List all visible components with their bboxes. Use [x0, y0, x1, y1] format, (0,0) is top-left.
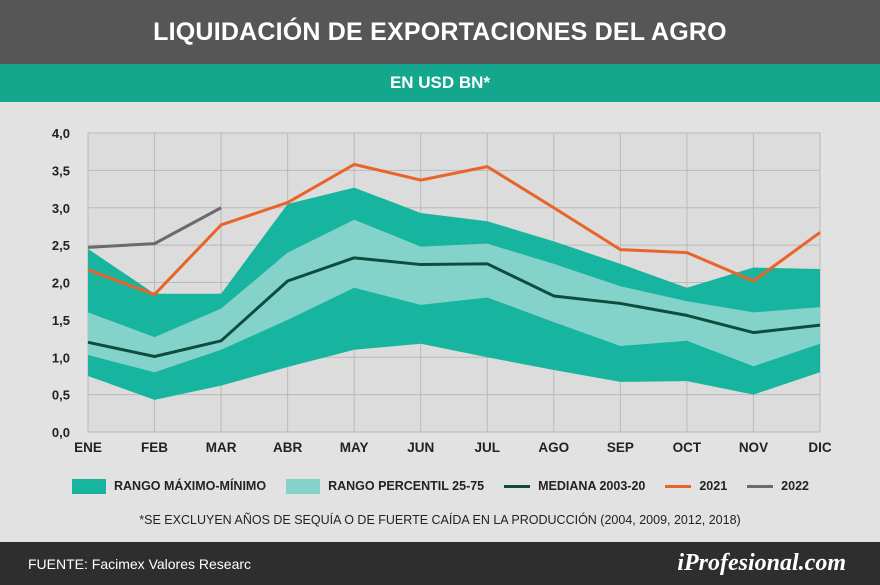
line-2021: [87, 162, 821, 296]
legend-swatch-2022: [747, 484, 774, 488]
y-tick-label: 1,0: [52, 350, 70, 365]
brand-logo: iProfesional.com: [677, 550, 846, 576]
x-tick-label: SEP: [607, 440, 634, 455]
x-tick-label: FEB: [141, 440, 168, 455]
legend-item-p2575: RANGO PERCENTIL 25-75: [286, 478, 485, 494]
legend-label-2021: 2021: [699, 479, 728, 493]
y-tick-label: 3,0: [52, 201, 70, 216]
x-tick-label: ABR: [273, 440, 302, 455]
source-text: FUENTE: Facimex Valores Researc: [28, 555, 252, 572]
legend-label-2022: 2022: [781, 479, 809, 493]
legend-label-p2575: RANGO PERCENTIL 25-75: [328, 479, 485, 493]
x-tick-label: MAY: [340, 440, 369, 455]
chart-area: 0,0 0,5 1,0 1,5 2,0 2,5 3,0 3,5 4,0 ENE FEB MAR ABR…: [0, 102, 880, 542]
x-tick-label: NOV: [739, 440, 768, 455]
legend: RANGO MÁXIMO-MÍNIMO RANGO PERCENTIL 25-7…: [72, 475, 829, 497]
legend-item-median: MEDIANA 2003-20: [504, 479, 645, 493]
band-percentile-25-75: [88, 219, 820, 373]
legend-label-median: MEDIANA 2003-20: [538, 479, 646, 493]
legend-label-minmax: RANGO MÁXIMO-MÍNIMO: [114, 479, 267, 493]
y-tick-label: 0,5: [52, 388, 70, 403]
legend-swatch-minmax: [72, 478, 106, 494]
footnote: *SE EXCLUYEN AÑOS DE SEQUÍA O DE FUERTE …: [139, 513, 741, 527]
y-tick-label: 3,5: [52, 163, 70, 178]
chart-title: LIQUIDACIÓN DE EXPORTACIONES DEL AGRO: [0, 0, 880, 64]
legend-item-minmax: RANGO MÁXIMO-MÍNIMO: [72, 478, 267, 494]
x-tick-label: DIC: [808, 440, 832, 455]
y-tick-label: 4,0: [52, 126, 70, 141]
legend-item-2022: 2022: [747, 479, 809, 493]
chart-svg: 0,0 0,5 1,0 1,5 2,0 2,5 3,0 3,5 4,0 ENE FEB MAR ABR…: [52, 126, 832, 455]
x-tick-label: JUN: [407, 440, 434, 455]
y-tick-label: 2,0: [52, 276, 70, 291]
legend-swatch-median: [504, 484, 531, 488]
y-tick-label: 1,5: [52, 313, 70, 328]
x-tick-label: JUL: [475, 440, 501, 455]
x-tick-label: ENE: [74, 440, 102, 455]
footer: FUENTE: Facimex Valores Researc iProfesi…: [0, 542, 880, 585]
y-tick-label: 2,5: [52, 238, 70, 253]
x-tick-label: MAR: [206, 440, 237, 455]
x-tick-label: OCT: [673, 440, 702, 455]
y-tick-label: 0,0: [52, 425, 70, 440]
x-tick-label: AGO: [538, 440, 569, 455]
line-median-2003-20: [87, 256, 821, 359]
legend-item-2021: 2021: [665, 479, 727, 493]
legend-swatch-p2575: [286, 478, 321, 494]
chart-subtitle: EN USD BN*: [0, 64, 880, 102]
line-2022: [87, 206, 222, 249]
legend-swatch-2021: [665, 484, 692, 488]
